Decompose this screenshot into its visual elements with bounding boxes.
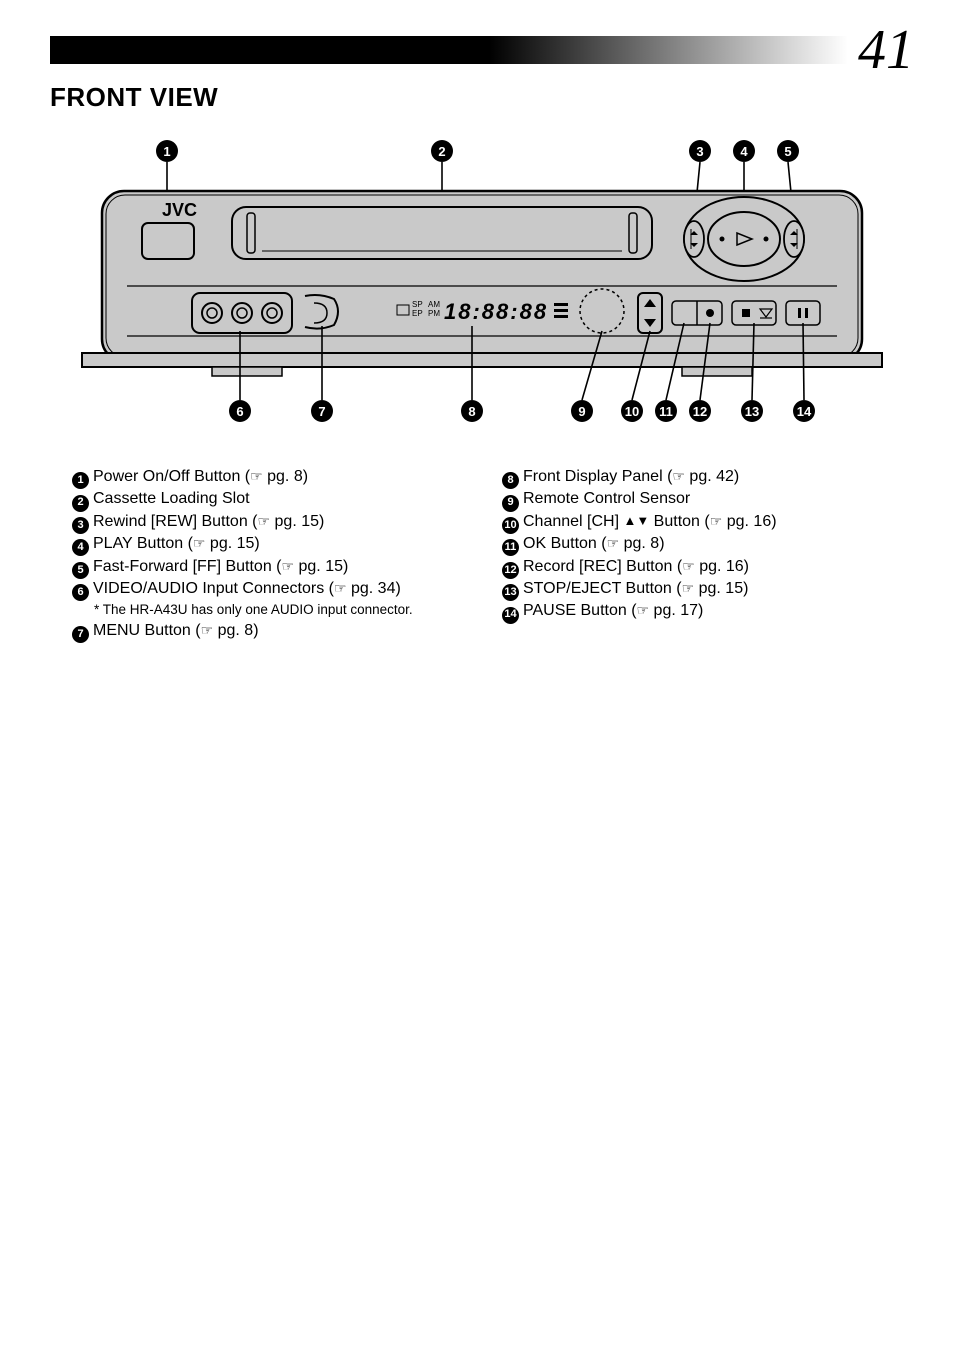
svg-text:3: 3 <box>696 144 703 159</box>
svg-text:EP: EP <box>412 309 423 318</box>
svg-text:4: 4 <box>740 144 748 159</box>
legend-bullet-10: 10 <box>502 517 519 534</box>
vcr-diagram-svg: 12345 JVC <box>72 131 892 431</box>
legend-item: 1Power On/Off Button (☞ pg. 8) <box>72 466 462 488</box>
legend-bullet-7: 7 <box>72 626 89 643</box>
legend-item: 10Channel [CH] ▲▼ Button (☞ pg. 16) <box>502 511 892 533</box>
legend-item: 4PLAY Button (☞ pg. 15) <box>72 533 462 555</box>
legend-bullet-9: 9 <box>502 495 519 512</box>
legend-text: Rewind [REW] Button (☞ pg. 15) <box>93 511 324 533</box>
page-ref-icon: ☞ <box>682 580 695 596</box>
legend-bullet-5: 5 <box>72 562 89 579</box>
svg-text:18:88:88: 18:88:88 <box>444 299 548 324</box>
legend-item: 3Rewind [REW] Button (☞ pg. 15) <box>72 511 462 533</box>
legend-text: Channel [CH] ▲▼ Button (☞ pg. 16) <box>523 511 777 533</box>
header-gradient <box>50 36 848 64</box>
svg-text:5: 5 <box>784 144 791 159</box>
legend-text: PLAY Button (☞ pg. 15) <box>93 533 260 555</box>
legend-bullet-1: 1 <box>72 472 89 489</box>
page-header: 41 <box>50 30 914 70</box>
legend-item: 13STOP/EJECT Button (☞ pg. 15) <box>502 578 892 600</box>
up-down-arrows-icon: ▲▼ <box>624 512 650 530</box>
section-title: FRONT VIEW <box>50 82 914 113</box>
svg-text:6: 6 <box>236 404 243 419</box>
svg-text:14: 14 <box>797 404 812 419</box>
legend-bullet-4: 4 <box>72 539 89 556</box>
legend-text: Record [REC] Button (☞ pg. 16) <box>523 556 749 578</box>
page-ref-icon: ☞ <box>682 558 695 574</box>
legend-bullet-2: 2 <box>72 495 89 512</box>
legend-bullet-11: 11 <box>502 539 519 556</box>
legend-text: PAUSE Button (☞ pg. 17) <box>523 600 703 622</box>
page-ref-icon: ☞ <box>607 535 620 551</box>
legend-item: 12Record [REC] Button (☞ pg. 16) <box>502 556 892 578</box>
legend-right-column: 8Front Display Panel (☞ pg. 42)9Remote C… <box>502 466 892 643</box>
legend-item: 14PAUSE Button (☞ pg. 17) <box>502 600 892 622</box>
legend-item: 5Fast-Forward [FF] Button (☞ pg. 15) <box>72 556 462 578</box>
page-ref-icon: ☞ <box>637 602 650 618</box>
page-ref-icon: ☞ <box>282 558 295 574</box>
page-ref-icon: ☞ <box>201 622 214 638</box>
legend: 1Power On/Off Button (☞ pg. 8)2Cassette … <box>72 466 892 643</box>
page-ref-icon: ☞ <box>193 535 206 551</box>
svg-text:SP: SP <box>412 300 423 309</box>
legend-text: VIDEO/AUDIO Input Connectors (☞ pg. 34) <box>93 578 401 600</box>
legend-item: 2Cassette Loading Slot <box>72 488 462 510</box>
legend-bullet-13: 13 <box>502 584 519 601</box>
legend-bullet-3: 3 <box>72 517 89 534</box>
legend-text: MENU Button (☞ pg. 8) <box>93 620 259 642</box>
legend-item: 7MENU Button (☞ pg. 8) <box>72 620 462 642</box>
legend-left-column: 1Power On/Off Button (☞ pg. 8)2Cassette … <box>72 466 462 643</box>
legend-text: Power On/Off Button (☞ pg. 8) <box>93 466 308 488</box>
legend-item: 8Front Display Panel (☞ pg. 42) <box>502 466 892 488</box>
legend-text: Fast-Forward [FF] Button (☞ pg. 15) <box>93 556 348 578</box>
legend-bullet-14: 14 <box>502 607 519 624</box>
svg-text:8: 8 <box>468 404 475 419</box>
svg-text:JVC: JVC <box>162 200 197 220</box>
legend-text: STOP/EJECT Button (☞ pg. 15) <box>523 578 748 600</box>
page-ref-icon: ☞ <box>672 468 685 484</box>
svg-text:13: 13 <box>745 404 759 419</box>
svg-text:2: 2 <box>438 144 445 159</box>
svg-text:11: 11 <box>659 404 673 419</box>
svg-text:PM: PM <box>428 309 440 318</box>
legend-item: 11OK Button (☞ pg. 8) <box>502 533 892 555</box>
legend-text: Front Display Panel (☞ pg. 42) <box>523 466 739 488</box>
legend-item: 6VIDEO/AUDIO Input Connectors (☞ pg. 34) <box>72 578 462 600</box>
legend-text: Cassette Loading Slot <box>93 488 250 510</box>
svg-text:9: 9 <box>578 404 585 419</box>
legend-text: OK Button (☞ pg. 8) <box>523 533 665 555</box>
page-ref-icon: ☞ <box>334 580 347 596</box>
svg-text:7: 7 <box>318 404 325 419</box>
legend-text: Remote Control Sensor <box>523 488 690 510</box>
page-ref-icon: ☞ <box>250 468 263 484</box>
page-ref-icon: ☞ <box>258 513 271 529</box>
svg-text:AM: AM <box>428 300 440 309</box>
legend-footnote: * The HR-A43U has only one AUDIO input c… <box>94 601 462 620</box>
legend-bullet-8: 8 <box>502 472 519 489</box>
legend-item: 9Remote Control Sensor <box>502 488 892 510</box>
page-number: 41 <box>858 22 914 78</box>
svg-text:1: 1 <box>163 144 170 159</box>
front-view-diagram: 12345 JVC <box>72 131 892 436</box>
legend-bullet-6: 6 <box>72 584 89 601</box>
svg-text:12: 12 <box>693 404 707 419</box>
svg-text:10: 10 <box>625 404 639 419</box>
legend-bullet-12: 12 <box>502 562 519 579</box>
page-ref-icon: ☞ <box>710 513 723 529</box>
